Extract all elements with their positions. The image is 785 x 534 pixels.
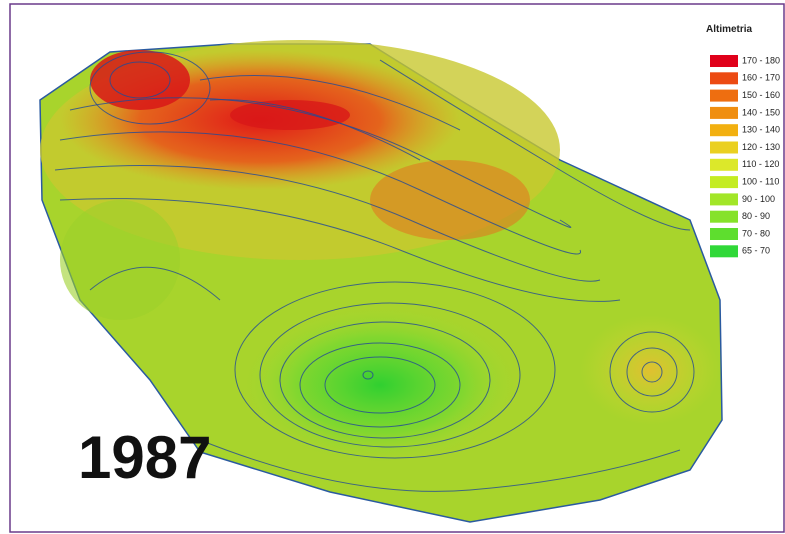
legend-label: 140 - 150 — [742, 107, 780, 117]
legend-title: Altimetria — [706, 24, 753, 35]
frame — [9, 3, 785, 533]
legend-label: 170 - 180 — [742, 55, 780, 65]
legend-label: 130 - 140 — [742, 125, 780, 135]
legend: 170 - 180 160 - 170 150 - 160 140 - 150 130 … — [710, 55, 780, 258]
legend-label: 80 - 90 — [742, 211, 770, 221]
legend-swatch — [710, 106, 738, 119]
legend-label: 70 - 80 — [742, 228, 770, 238]
legend-label: 100 - 110 — [742, 176, 779, 186]
legend-label: 65 - 70 — [742, 246, 770, 256]
legend-swatch — [710, 89, 738, 102]
year-label: 1987 — [78, 424, 211, 491]
legend-swatch — [710, 124, 738, 137]
legend-swatch — [710, 158, 738, 171]
legend-label: 160 - 170 — [742, 73, 780, 83]
legend-swatch — [710, 228, 738, 240]
legend-swatch — [710, 176, 738, 189]
legend-swatch — [710, 141, 738, 154]
terrain — [39, 40, 723, 523]
legend-label: 110 - 120 — [742, 159, 779, 169]
legend-swatch — [710, 193, 738, 206]
legend-swatch — [710, 245, 738, 258]
legend-swatch — [710, 55, 738, 67]
legend-label: 120 - 130 — [742, 142, 780, 152]
legend-label: 90 - 100 — [742, 194, 775, 204]
legend-label: 150 - 160 — [742, 90, 780, 100]
legend-swatch — [710, 210, 738, 223]
legend-swatch — [710, 72, 738, 85]
